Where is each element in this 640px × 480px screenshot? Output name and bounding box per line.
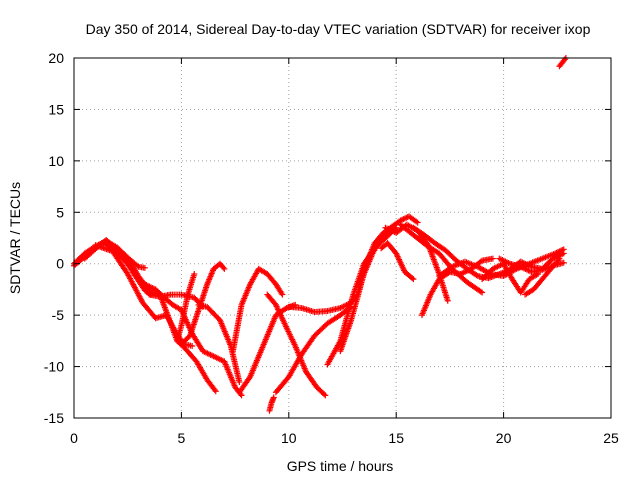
series-track-12 xyxy=(264,291,329,399)
data-point xyxy=(409,275,416,282)
data-point xyxy=(270,394,277,401)
data-point xyxy=(479,289,486,296)
series-track-15 xyxy=(285,299,355,316)
data-point xyxy=(560,250,567,257)
series-track-28 xyxy=(496,255,567,275)
series-track-27 xyxy=(522,255,563,298)
data-point xyxy=(321,391,328,398)
data-point xyxy=(477,288,484,295)
data-point xyxy=(489,255,496,262)
data-point xyxy=(191,271,198,277)
data-point xyxy=(555,256,562,263)
series-track-7 xyxy=(174,271,198,344)
series-track-13 xyxy=(266,394,277,414)
chart-title: Day 350 of 2014, Sidereal Day-to-day VTE… xyxy=(86,21,591,37)
series-track-19 xyxy=(378,240,417,283)
series-track-8 xyxy=(178,260,228,347)
series-track-9 xyxy=(195,301,243,385)
x-tick-label: 5 xyxy=(178,430,186,446)
x-tick-label: 10 xyxy=(281,430,297,446)
data-point xyxy=(236,379,243,385)
series-track-17 xyxy=(337,213,421,355)
y-tick-label: -10 xyxy=(44,359,64,375)
x-tick-label: 20 xyxy=(496,430,512,446)
data-point xyxy=(414,219,421,226)
y-axis-label: SDTVAR / TECUs xyxy=(7,182,23,294)
data-point xyxy=(279,291,286,298)
series-track-20 xyxy=(382,221,451,304)
data-point xyxy=(477,258,484,265)
data-point xyxy=(473,272,480,279)
x-tick-label: 0 xyxy=(70,430,78,446)
plot-frame xyxy=(73,57,612,419)
series-track-25 xyxy=(479,260,541,296)
data-point xyxy=(444,297,451,304)
data-point xyxy=(141,264,148,271)
series-track-29 xyxy=(556,55,569,70)
series-track-23 xyxy=(418,255,496,319)
x-tick-label: 25 xyxy=(603,430,619,446)
axes: 0 5 10 15 20 25 -15 -10 -5 0 5 10 15 20 xyxy=(44,50,619,446)
series-track-10 xyxy=(229,265,286,355)
data-points xyxy=(71,55,569,414)
data-point xyxy=(220,264,227,271)
data-point xyxy=(561,56,568,63)
data-point xyxy=(560,259,567,266)
data-point xyxy=(189,343,196,349)
series-track-11 xyxy=(236,301,299,396)
y-tick-label: 10 xyxy=(48,153,64,169)
x-tick-label: 15 xyxy=(388,430,404,446)
data-point xyxy=(212,388,219,395)
y-tick-label: 20 xyxy=(48,50,64,66)
series-track-6 xyxy=(113,248,245,399)
y-tick-label: -5 xyxy=(52,307,65,323)
y-tick-label: 5 xyxy=(56,204,64,220)
data-point xyxy=(410,276,417,283)
data-point xyxy=(556,255,563,262)
x-axis-label: GPS time / hours xyxy=(287,458,394,474)
y-tick-label: -15 xyxy=(44,410,64,426)
y-tick-label: 15 xyxy=(48,101,64,117)
data-point xyxy=(322,392,329,399)
y-tick-label: 0 xyxy=(56,256,64,272)
data-point xyxy=(238,392,245,399)
data-point xyxy=(221,265,228,272)
grid-lines xyxy=(74,58,611,418)
